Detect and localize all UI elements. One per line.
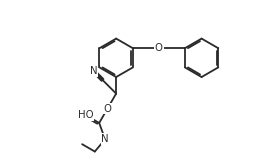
Text: HO: HO (77, 110, 93, 120)
Text: N: N (90, 66, 97, 76)
Text: O: O (104, 104, 111, 114)
Text: N: N (101, 134, 109, 144)
Text: O: O (155, 43, 163, 53)
